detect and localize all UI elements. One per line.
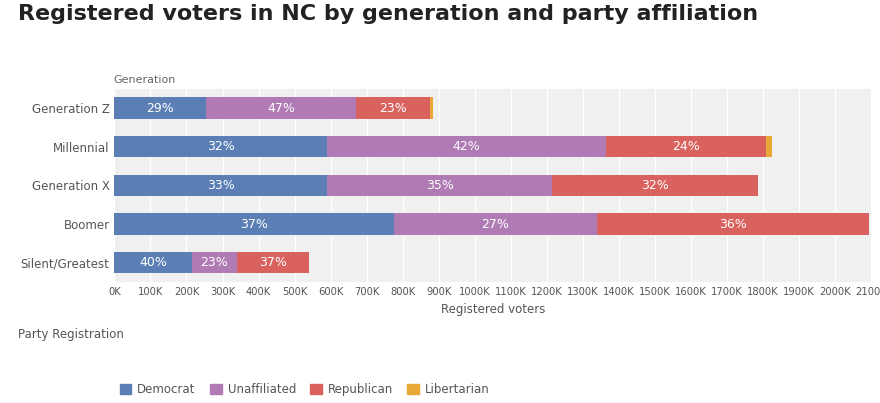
Legend: Democrat, Unaffiliated, Republican, Libertarian: Democrat, Unaffiliated, Republican, Libe… [120, 383, 489, 396]
Bar [327, 136, 606, 157]
Bar [766, 136, 772, 157]
Bar [393, 214, 598, 235]
Text: 37%: 37% [240, 218, 268, 231]
Text: 33%: 33% [207, 179, 235, 192]
Text: 24%: 24% [672, 140, 700, 153]
Bar [429, 98, 433, 118]
Bar [606, 136, 766, 157]
Bar [553, 175, 759, 196]
Text: 29%: 29% [146, 102, 174, 114]
Text: 40%: 40% [139, 256, 167, 269]
Bar [237, 252, 309, 273]
Bar [114, 136, 327, 157]
Bar [114, 214, 393, 235]
Text: 36%: 36% [720, 218, 747, 231]
Bar [114, 175, 327, 196]
Text: 37%: 37% [259, 256, 287, 269]
Bar [327, 175, 553, 196]
Text: 23%: 23% [379, 102, 407, 114]
Text: Registered voters in NC by generation and party affiliation: Registered voters in NC by generation an… [18, 4, 758, 24]
Bar [192, 252, 237, 273]
Bar [114, 98, 206, 118]
Bar [598, 214, 869, 235]
Text: 27%: 27% [481, 218, 510, 231]
Text: 47%: 47% [268, 102, 295, 114]
Bar [114, 252, 192, 273]
Text: Generation: Generation [114, 75, 176, 85]
Text: 42%: 42% [453, 140, 480, 153]
Bar [206, 98, 356, 118]
Text: 35%: 35% [426, 179, 453, 192]
Text: 32%: 32% [642, 179, 669, 192]
Text: 23%: 23% [201, 256, 228, 269]
Text: 32%: 32% [207, 140, 235, 153]
X-axis label: Registered voters: Registered voters [441, 303, 545, 316]
Text: Party Registration: Party Registration [18, 328, 123, 341]
Bar [356, 98, 429, 118]
